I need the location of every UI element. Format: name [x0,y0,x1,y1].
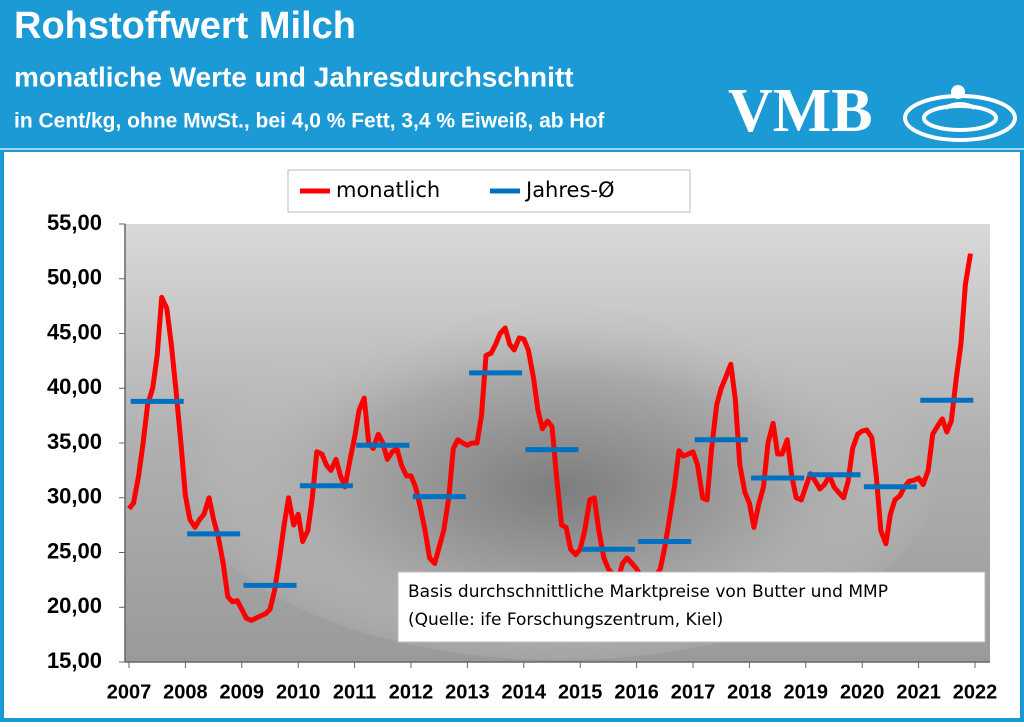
x-tick-label: 2010 [276,681,321,703]
y-tick-label: 20,00 [47,593,102,618]
logo: VMB [728,77,873,145]
legend [287,169,691,213]
x-tick-label: 2018 [727,681,772,703]
x-tick-label: 2014 [502,681,547,703]
y-tick-label: 55,00 [47,210,102,235]
x-tick-label: 2015 [558,681,603,703]
subtitle: monatliche Werte und Jahresdurchschnitt [14,61,574,92]
y-tick-label: 35,00 [47,429,102,454]
x-tick-label: 2008 [163,681,208,703]
x-tick-label: 2009 [220,681,265,703]
caption: in Cent/kg, ohne MwSt., bei 4,0 % Fett, … [14,110,605,133]
x-tick-label: 2021 [896,681,941,703]
x-tick-label: 2007 [107,681,152,703]
title: Rohstoffwert Milch [14,5,356,47]
x-tick-label: 2020 [840,681,885,703]
x-tick-label: 2012 [389,681,434,703]
logo-mark [903,85,1017,142]
annotation: (Quelle: ife Forschungszentrum, Kiel) [408,610,723,630]
y-tick-label: 30,00 [47,484,102,509]
x-tick-label: 2011 [333,681,376,703]
y-tick-label: 25,00 [47,538,102,563]
monthly-line [127,253,973,623]
x-tick-label: 2019 [784,681,829,703]
y-tick-label: 40,00 [47,374,102,399]
legend-label: monatlich [336,178,440,202]
y-tick-label: 45,00 [47,319,102,344]
x-tick-label: 2022 [953,681,998,703]
plot-photo [180,280,940,660]
x-tick-label: 2016 [614,681,659,703]
y-tick-label: 50,00 [47,265,102,290]
x-tick-label: 2017 [671,681,716,703]
x-tick-label: 2013 [445,681,490,703]
annotation: Basis durchschnittliche Marktpreise von … [408,582,888,602]
legend-label: Jahres-Ø [524,178,615,202]
y-tick-label: 15,00 [47,648,102,673]
annotation-box [397,571,986,643]
